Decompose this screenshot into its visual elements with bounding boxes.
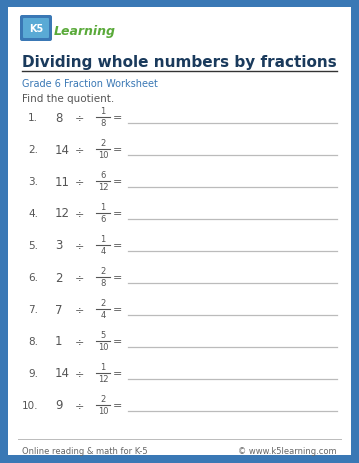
Text: 12: 12 [98,183,108,192]
Text: 10.: 10. [22,400,38,410]
Text: 8: 8 [100,279,106,288]
Text: 4.: 4. [28,208,38,219]
Text: =: = [113,400,123,410]
Text: =: = [113,336,123,346]
Text: ÷: ÷ [75,176,85,187]
Text: 6.: 6. [28,272,38,282]
Text: 6: 6 [100,171,106,180]
Text: 2: 2 [101,394,106,404]
Text: 5.: 5. [28,240,38,250]
Text: ÷: ÷ [75,336,85,346]
Text: =: = [113,144,123,155]
Text: 3.: 3. [28,176,38,187]
Text: 10: 10 [98,343,108,352]
Text: 2: 2 [55,271,62,284]
Text: 10: 10 [98,151,108,160]
Text: ÷: ÷ [75,144,85,155]
Text: Online reading & math for K-5: Online reading & math for K-5 [22,446,148,456]
FancyBboxPatch shape [20,16,52,42]
Text: ÷: ÷ [75,113,85,123]
Text: 1: 1 [101,203,106,212]
Text: 11: 11 [55,175,70,188]
Text: Grade 6 Fraction Worksheet: Grade 6 Fraction Worksheet [22,79,158,89]
Text: ÷: ÷ [75,304,85,314]
Text: Find the quotient.: Find the quotient. [22,94,114,104]
Text: ÷: ÷ [75,208,85,219]
Text: 12: 12 [55,207,70,220]
Text: 4: 4 [101,247,106,256]
Text: K5: K5 [29,24,43,34]
Text: 1: 1 [55,335,62,348]
Text: 1: 1 [101,107,106,116]
Text: 14: 14 [55,367,70,380]
Text: 6: 6 [100,215,106,224]
Text: ÷: ÷ [75,272,85,282]
Text: 3: 3 [55,239,62,252]
Text: =: = [113,304,123,314]
Text: 8: 8 [55,111,62,124]
Text: Learning: Learning [54,25,116,38]
Text: 4: 4 [101,311,106,320]
Text: 2: 2 [101,139,106,148]
Text: 2: 2 [101,267,106,276]
Text: ÷: ÷ [75,368,85,378]
Text: 7.: 7. [28,304,38,314]
Text: ÷: ÷ [75,240,85,250]
Text: ÷: ÷ [75,400,85,410]
Text: 10: 10 [98,407,108,416]
Text: =: = [113,368,123,378]
Text: 12: 12 [98,375,108,384]
Text: 7: 7 [55,303,62,316]
Text: 2.: 2. [28,144,38,155]
Text: 5: 5 [101,331,106,340]
Text: =: = [113,176,123,187]
Text: 1: 1 [101,235,106,244]
Text: 9: 9 [55,399,62,412]
Text: =: = [113,113,123,123]
Text: © www.k5learning.com: © www.k5learning.com [238,446,337,456]
Text: 2: 2 [101,299,106,308]
Text: =: = [113,240,123,250]
FancyBboxPatch shape [23,19,49,39]
Text: 1.: 1. [28,113,38,123]
Text: 1: 1 [101,363,106,372]
Text: 8.: 8. [28,336,38,346]
FancyBboxPatch shape [8,8,351,455]
Text: 9.: 9. [28,368,38,378]
Text: =: = [113,208,123,219]
Text: 8: 8 [100,119,106,128]
Text: 14: 14 [55,143,70,156]
Text: Dividing whole numbers by fractions: Dividing whole numbers by fractions [22,54,337,69]
Text: =: = [113,272,123,282]
